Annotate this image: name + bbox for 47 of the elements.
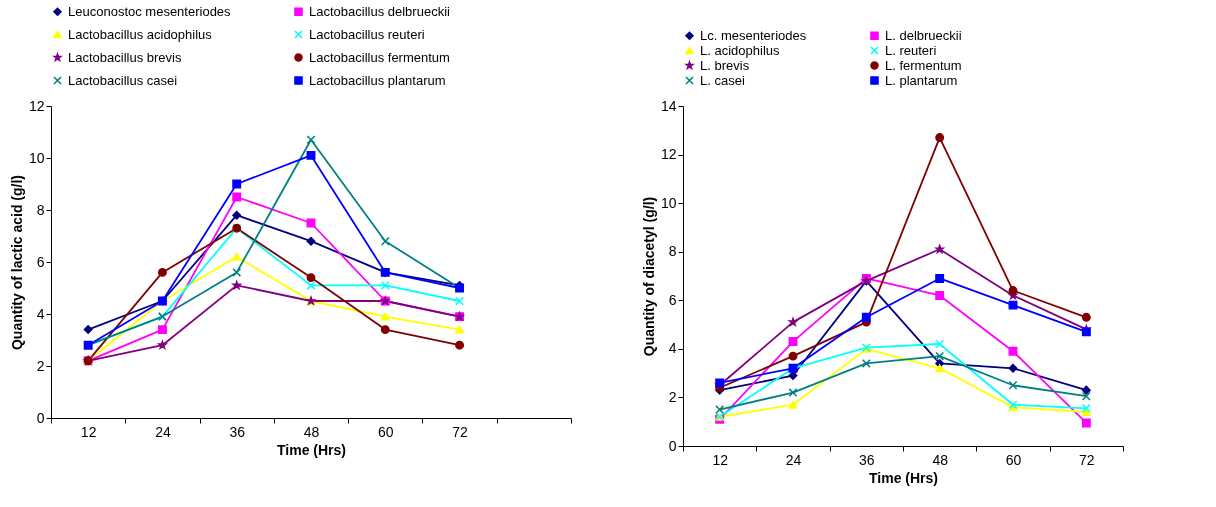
legend-label: L. reuteri bbox=[885, 42, 937, 58]
x-axis-title: Time (Hrs) bbox=[869, 469, 938, 486]
legend-label: Leuconostoc mesenteriodes bbox=[68, 3, 232, 19]
x-axis-title: Time (Hrs) bbox=[277, 441, 346, 458]
legend-label: Lc. mesenteriodes bbox=[700, 27, 807, 43]
x-tick-label: 24 bbox=[785, 451, 802, 468]
y-tick-label: 14 bbox=[660, 97, 677, 114]
y-axis-title: Quantity of lactic acid (g/l) bbox=[8, 174, 25, 351]
legend-label: Lactobacillus reuteri bbox=[309, 26, 425, 42]
x-tick-label: 48 bbox=[303, 423, 320, 440]
legend-label: L. plantarum bbox=[885, 72, 958, 88]
x-tick-label: 12 bbox=[712, 451, 729, 468]
x-tick-label: 72 bbox=[452, 423, 469, 440]
y-tick-label: 0 bbox=[668, 437, 677, 454]
x-tick-label: 72 bbox=[1079, 451, 1095, 468]
y-tick-label: 6 bbox=[668, 291, 677, 308]
legend-label: Lactobacillus brevis bbox=[68, 49, 182, 65]
x-tick-label: 48 bbox=[932, 451, 949, 468]
legend-label: L. delbrueckii bbox=[885, 27, 962, 43]
legend-label: Lactobacillus plantarum bbox=[309, 72, 446, 88]
y-tick-label: 4 bbox=[668, 340, 677, 357]
x-tick-label: 36 bbox=[229, 423, 246, 440]
legend-label: L. fermentum bbox=[885, 57, 962, 73]
legend-label: L. brevis bbox=[700, 57, 750, 73]
x-tick-label: 36 bbox=[859, 451, 875, 468]
x-tick-label: 12 bbox=[80, 423, 97, 440]
y-axis-title: Quantity of diacetyl (g/l) bbox=[640, 196, 657, 357]
legend-label: L. casei bbox=[700, 72, 745, 88]
y-tick-label: 6 bbox=[36, 253, 45, 270]
x-tick-label: 60 bbox=[378, 423, 394, 440]
x-tick-label: 60 bbox=[1005, 451, 1022, 468]
y-tick-label: 8 bbox=[668, 243, 677, 260]
y-tick-label: 2 bbox=[36, 357, 45, 374]
legend-label: Lactobacillus casei bbox=[68, 72, 178, 88]
y-tick-label: 8 bbox=[36, 201, 45, 218]
y-tick-label: 12 bbox=[660, 146, 677, 163]
legend-label: Lactobacillus fermentum bbox=[309, 49, 450, 65]
x-tick-label: 24 bbox=[155, 423, 171, 440]
legend-label: Lactobacillus acidophilus bbox=[68, 26, 213, 42]
y-tick-label: 2 bbox=[668, 388, 677, 405]
y-tick-label: 12 bbox=[28, 97, 45, 114]
y-tick-label: 10 bbox=[660, 194, 677, 211]
y-tick-label: 4 bbox=[36, 305, 45, 322]
y-tick-label: 10 bbox=[28, 149, 45, 166]
legend-label: Lactobacillus delbrueckii bbox=[309, 3, 451, 19]
legend-label: L. acidophilus bbox=[700, 42, 780, 58]
y-tick-label: 0 bbox=[36, 409, 45, 426]
